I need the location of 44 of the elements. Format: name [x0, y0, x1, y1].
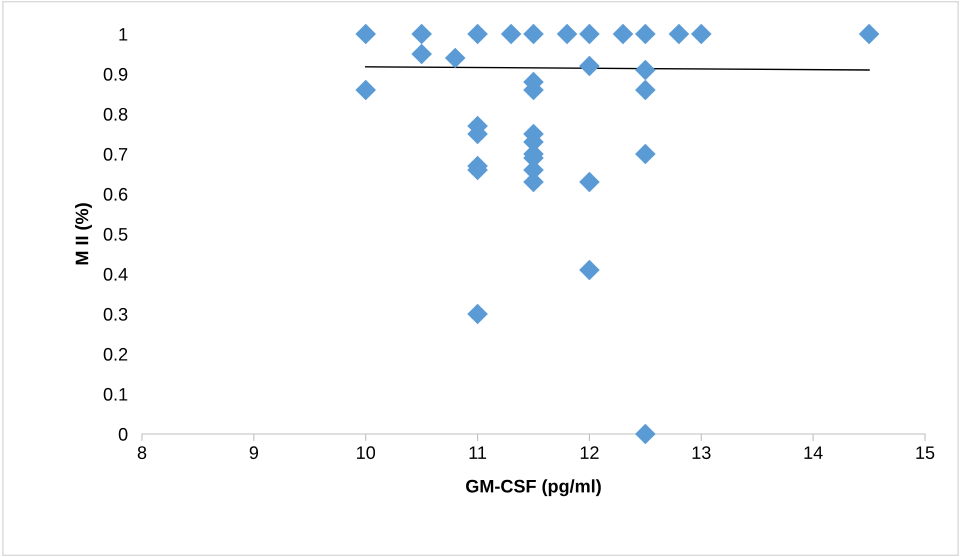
y-tick-label: 0.5: [104, 228, 128, 241]
y-tick-label: 0.2: [104, 348, 128, 361]
point: [579, 172, 600, 192]
point: [612, 24, 634, 44]
point: [635, 424, 656, 444]
point: [668, 24, 690, 44]
x-tick-label: 8: [138, 446, 146, 460]
point: [556, 24, 578, 44]
point: [635, 144, 656, 164]
point: [411, 24, 432, 44]
x-tick-label: 10: [357, 446, 376, 460]
point: [500, 24, 522, 44]
y-tick-label: 0.4: [104, 268, 128, 281]
x-tick-label: 11: [470, 446, 486, 459]
y-tick-label: 0.6: [104, 188, 128, 201]
point: [523, 24, 544, 44]
point: [355, 80, 376, 100]
point: [355, 24, 376, 44]
x-tick-label: 15: [916, 446, 934, 460]
point: [467, 24, 488, 44]
point: [411, 44, 432, 64]
point: [579, 56, 600, 76]
point: [467, 304, 488, 324]
point: [690, 24, 712, 44]
x-tick-label: 12: [580, 446, 599, 459]
point: [635, 80, 656, 100]
y-tick-label: 0: [118, 428, 128, 441]
y-tick-label: 1: [119, 28, 128, 41]
point: [858, 24, 880, 44]
y-tick-label: 0.3: [104, 308, 128, 321]
point: [579, 260, 600, 280]
y-tick-label: 0.1: [104, 388, 128, 401]
point: [635, 60, 656, 80]
y-axis-title: M II (%): [75, 203, 92, 264]
x-axis-title: GM-CSF (pg/ml): [466, 479, 601, 496]
y-tick-label: 0.9: [104, 68, 128, 81]
y-tick-label: 0.7: [104, 148, 128, 161]
point: [635, 24, 656, 44]
x-tick-label: 13: [692, 446, 711, 460]
x-tick-label: 14: [804, 446, 823, 459]
x-tick-label: 9: [250, 446, 258, 460]
point: [444, 48, 466, 68]
y-tick-label: 0.8: [104, 108, 128, 121]
point: [579, 24, 600, 44]
